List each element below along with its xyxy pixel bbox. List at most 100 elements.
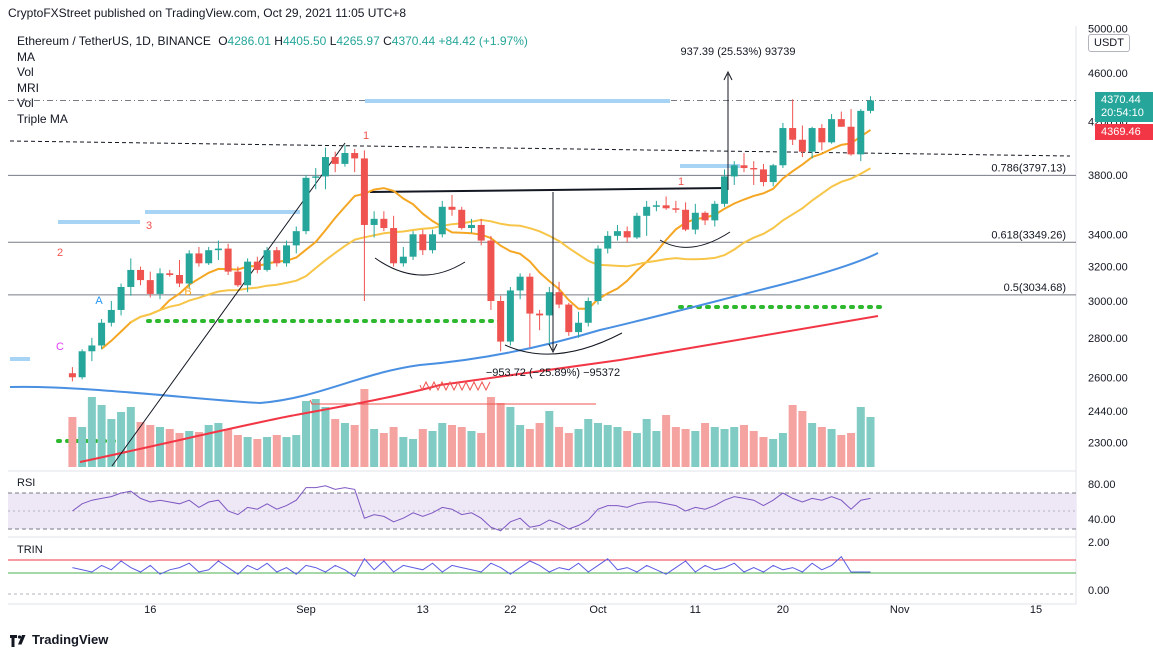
volume-bar [311,399,320,467]
price-axis-label: 5000.00 [1088,24,1128,36]
candle-body [244,261,252,286]
indicator-ma[interactable]: MA [17,49,35,64]
time-axis-label: 22 [504,604,516,616]
volume-bar [224,429,233,467]
time-axis-label: Nov [890,604,910,616]
candle-body [292,231,300,246]
footer-brand-text: TradingView [32,632,109,647]
volume-bar [370,429,379,467]
candle-body [263,250,271,270]
rsi-pane-label[interactable]: RSI [17,477,36,489]
volume-bar [350,425,359,467]
candle-body [604,235,612,249]
symbol-name[interactable]: Ethereum / TetherUS, 1D, BINANCE [17,34,211,48]
high-label: H [274,34,283,48]
candle-body [497,301,505,342]
last-price-value: 4370.44 [1101,94,1141,106]
candle-body [137,269,145,281]
indicator-vol[interactable]: Vol [17,65,34,80]
candle-body [575,322,583,333]
candle-body [273,250,281,264]
volume-bar [117,412,126,467]
volume-bar [204,425,213,467]
volume-bar [671,427,680,467]
candle-body [312,176,320,178]
candle-body [477,224,485,241]
handle-arc [659,231,731,248]
candle-body [730,165,738,177]
price-axis-label: 2600.00 [1088,372,1128,384]
cup-arc [374,257,466,276]
footer-brand[interactable]: TradingView [10,632,108,647]
candle-body [224,248,232,272]
candle-body [127,269,135,287]
tradingview-logo-icon [10,634,26,647]
candle-body [789,128,797,140]
candle-body [682,209,690,230]
volume-bar [866,417,875,467]
volume-bar [68,417,77,467]
candle-body [643,206,651,216]
volume-bar [817,427,826,467]
volume-bar [584,419,593,467]
price-axis-label: 4600.00 [1088,68,1128,80]
time-axis-label: Sep [296,604,316,616]
volume-bar [175,433,184,467]
indicator-mri[interactable]: MRI [17,80,39,95]
volume-bar [574,429,583,467]
candle-body [156,273,164,294]
candle-body [166,273,174,275]
candle-body [68,373,76,378]
indicator-triple-ma[interactable]: Triple MA [17,111,68,126]
volume-bar [331,419,340,467]
volume-bar [788,405,797,467]
candle-body [117,286,125,310]
volume-bar [87,397,96,467]
candle-body [691,212,699,230]
volume-bar [136,422,145,467]
legend-symbol-row[interactable]: Ethereum / TetherUS, 1D, BINANCE O4286.0… [17,34,528,50]
trin-pane-label[interactable]: TRIN [17,544,43,556]
volume-bar [321,407,330,467]
candle-body [565,304,573,333]
candle-body [360,158,368,225]
volume-bar [107,419,116,467]
rsi-line [72,485,871,532]
volume-bar [156,427,165,467]
volume-bar [856,407,865,467]
candle-body [633,215,641,238]
volume-bar [253,439,262,467]
candle-body [506,290,514,342]
volume-bar [516,425,525,467]
candle-body [652,205,660,207]
ma-long-line [79,315,879,463]
volume-bar [555,427,564,467]
time-axis-label: 16 [144,604,156,616]
volume-bar [545,411,554,467]
published-caption: CryptoFXStreet published on TradingView.… [8,6,407,20]
candle-body [818,128,826,143]
indicator-vol-2[interactable]: Vol [17,96,34,111]
candle-body [769,165,777,183]
candle-body [214,248,222,251]
volume-bar [97,405,106,467]
volume-bar [662,415,671,467]
candle-body [205,250,213,264]
low-value: 4265.97 [336,34,380,48]
candle-body [857,110,865,155]
volume-bar [691,431,700,467]
top-bar: CryptoFXStreet published on TradingView.… [0,0,1153,26]
candle-body [837,119,845,127]
volume-bar [438,423,447,467]
currency-button[interactable]: USDT [1088,34,1130,52]
candle-body [584,301,592,323]
time-axis-label: 11 [690,604,701,616]
volume-bar [263,437,272,467]
volume-bar [564,433,573,467]
candle-body [448,206,456,210]
candle-body [458,209,466,229]
candle-body [409,234,417,257]
volume-bar [632,433,641,467]
volume-bar [399,437,408,467]
